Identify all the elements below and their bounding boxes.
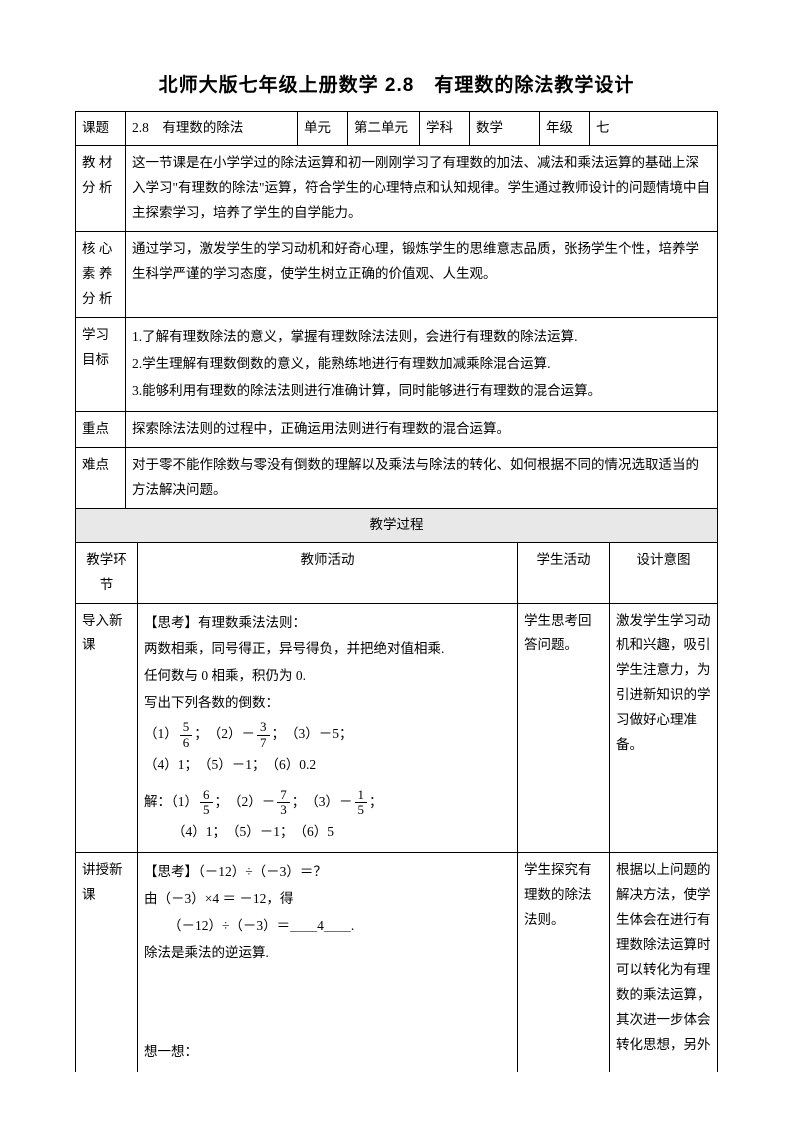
phase-intro: 导入新课	[76, 603, 138, 853]
intro-t2: 两数相乘，同号得正，异号得负，并把绝对值相乘.	[144, 637, 511, 662]
goal-3: 3.能够利用有理数的除法法则进行准确计算，同时能够进行有理数的混合运算。	[132, 379, 711, 404]
teacher-lesson: 【思考】（－12）÷（－3）＝？ 由（－3）×4 ＝ －12，得 （－12）÷（…	[138, 853, 518, 1072]
lesson-t4: 除法是乘法的逆运算.	[144, 941, 511, 966]
goal-2: 2.学生理解有理数倒数的意义，能熟练地进行有理数加减乘除混合运算.	[132, 352, 711, 377]
student-intro: 学生思考回答问题。	[518, 603, 610, 853]
table-row: 教学环节 教师活动 学生活动 设计意图	[76, 543, 718, 603]
col-intent: 设计意图	[610, 543, 718, 603]
student-lesson: 学生探究有理数的除法法则。	[518, 853, 610, 1072]
cell-topic-label: 课题	[76, 112, 126, 146]
cell-subject: 数学	[470, 112, 540, 146]
cell-unit-label: 单元	[298, 112, 348, 146]
intro-a2: （4）1； （5）－1； （6）5	[144, 820, 511, 845]
page-title: 北师大版七年级上册数学 2.8 有理数的除法教学设计	[75, 70, 718, 97]
lesson-plan-table: 课题 2.8 有理数的除法 单元 第二单元 学科 数学 年级 七 教 材分 析 …	[75, 111, 718, 543]
lesson-t5: 想一想：	[144, 1040, 511, 1065]
table-row: 教学过程	[76, 508, 718, 542]
lesson-t2: 由（－3）×4 ＝ －12，得	[144, 887, 511, 912]
table-row: 教 材分 析 这一节课是在小学学过的除法运算和初一刚刚学习了有理数的加法、减法和…	[76, 145, 718, 231]
table-row: 课题 2.8 有理数的除法 单元 第二单元 学科 数学 年级 七	[76, 112, 718, 146]
cell-topic: 2.8 有理数的除法	[126, 112, 298, 146]
process-table: 教学环节 教师活动 学生活动 设计意图 导入新课 【思考】有理数乘法法则： 两数…	[75, 543, 718, 1072]
intro-t4: 写出下列各数的倒数：	[144, 691, 511, 716]
phase-lesson: 讲授新课	[76, 853, 138, 1072]
cell-material-label: 教 材分 析	[76, 145, 126, 231]
intent-intro: 激发学生学习动机和兴趣，吸引学生注意力，为引进新知识的学习做好心理准备。	[610, 603, 718, 853]
table-row: 导入新课 【思考】有理数乘法法则： 两数相乘，同号得正，异号得负，并把绝对值相乘…	[76, 603, 718, 853]
cell-key: 探索除法法则的过程中，正确运用法则进行有理数的混合运算。	[126, 411, 718, 447]
cell-unit: 第二单元	[348, 112, 420, 146]
cell-key-label: 重点	[76, 411, 126, 447]
cell-core-label: 核 心素 养分 析	[76, 231, 126, 317]
process-header: 教学过程	[76, 508, 718, 542]
table-row: 难点 对于零不能作除数与零没有倒数的理解以及乘法与除法的转化、如何根据不同的情况…	[76, 447, 718, 508]
cell-diff: 对于零不能作除数与零没有倒数的理解以及乘法与除法的转化、如何根据不同的情况选取适…	[126, 447, 718, 508]
cell-core: 通过学习，激发学生的学习动机和好奇心理，锻炼学生的思维意志品质，张扬学生个性，培…	[126, 231, 718, 317]
intro-q1: （1）56； （2）－37； （3）－5；	[144, 718, 511, 750]
intent-lesson: 根据以上问题的解决方法，使学生体会在进行有理数除法运算时可以转化为有理数的乘法运…	[610, 853, 718, 1072]
col-student: 学生活动	[518, 543, 610, 603]
col-phase: 教学环节	[76, 543, 138, 603]
intro-t1: 【思考】有理数乘法法则：	[144, 611, 511, 636]
cell-goal: 1.了解有理数除法的意义，掌握有理数除法法则，会进行有理数的除法运算. 2.学生…	[126, 317, 718, 411]
lesson-t1: 【思考】（－12）÷（－3）＝？	[144, 860, 511, 885]
cell-diff-label: 难点	[76, 447, 126, 508]
cell-subject-label: 学科	[420, 112, 470, 146]
table-row: 核 心素 养分 析 通过学习，激发学生的学习动机和好奇心理，锻炼学生的思维意志品…	[76, 231, 718, 317]
table-row: 讲授新课 【思考】（－12）÷（－3）＝？ 由（－3）×4 ＝ －12，得 （－…	[76, 853, 718, 1072]
lesson-t3: （－12）÷（－3）＝＿＿4＿＿.	[144, 914, 511, 939]
intro-t3: 任何数与 0 相乘，积仍为 0.	[144, 664, 511, 689]
goal-1: 1.了解有理数除法的意义，掌握有理数除法法则，会进行有理数的除法运算.	[132, 325, 711, 350]
cell-grade: 七	[590, 112, 718, 146]
cell-material: 这一节课是在小学学过的除法运算和初一刚刚学习了有理数的加法、减法和乘法运算的基础…	[126, 145, 718, 231]
intro-a1: 解：（1）65； （2）－73； （3）－15；	[144, 786, 511, 818]
table-row: 重点 探索除法法则的过程中，正确运用法则进行有理数的混合运算。	[76, 411, 718, 447]
intro-q2: （4）1； （5）－1； （6）0.2	[144, 753, 511, 778]
table-row: 学习目标 1.了解有理数除法的意义，掌握有理数除法法则，会进行有理数的除法运算.…	[76, 317, 718, 411]
cell-goal-label: 学习目标	[76, 317, 126, 411]
teacher-intro: 【思考】有理数乘法法则： 两数相乘，同号得正，异号得负，并把绝对值相乘. 任何数…	[138, 603, 518, 853]
cell-grade-label: 年级	[540, 112, 590, 146]
col-teacher: 教师活动	[138, 543, 518, 603]
